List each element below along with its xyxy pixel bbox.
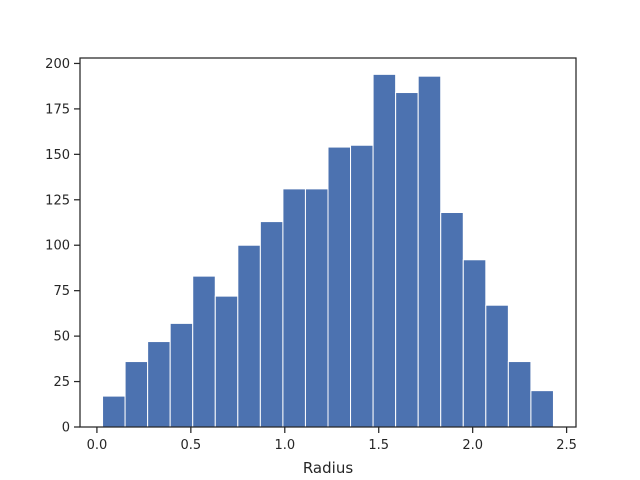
histogram-bar xyxy=(462,259,487,428)
histogram-bar xyxy=(372,73,397,428)
histogram-bar xyxy=(304,188,329,428)
y-tick-label: 25 xyxy=(53,375,70,390)
y-tick-label: 150 xyxy=(45,148,70,163)
histogram-bar xyxy=(102,395,126,428)
x-tick-label: 1.0 xyxy=(274,438,295,453)
histogram-bar xyxy=(507,361,532,428)
y-tick-label: 200 xyxy=(45,57,70,72)
histogram-bar xyxy=(350,144,374,428)
histogram-bar xyxy=(485,304,509,428)
histogram-bar xyxy=(327,146,352,428)
histogram-bar xyxy=(259,221,284,428)
y-tick-label: 0 xyxy=(62,421,70,436)
y-tick-label: 125 xyxy=(45,193,70,208)
histogram-bar xyxy=(124,361,149,428)
x-tick-label: 0.5 xyxy=(181,438,202,453)
x-tick-label: 2.0 xyxy=(462,438,483,453)
y-tick-label: 50 xyxy=(53,330,70,345)
histogram-bar xyxy=(440,212,464,428)
x-tick-label: 1.5 xyxy=(368,438,389,453)
y-tick-label: 175 xyxy=(45,102,70,117)
y-tick-label: 75 xyxy=(53,284,70,299)
x-axis-label: Radius xyxy=(303,459,353,477)
x-axis-ticks: 0.0 0.5 1.0 1.5 2.0 2.5 xyxy=(87,427,577,453)
histogram-bar xyxy=(530,390,554,428)
plot-frame xyxy=(79,57,577,428)
histogram-bar xyxy=(169,322,194,428)
histogram-bar xyxy=(147,341,171,428)
histogram-bar xyxy=(282,188,306,428)
y-axis-ticks: 0 25 50 75 100 125 150 175 200 xyxy=(45,57,80,436)
histogram-bar xyxy=(192,275,216,428)
histogram-bar xyxy=(214,295,239,428)
histogram-bar xyxy=(237,244,261,428)
y-tick-label: 100 xyxy=(45,239,70,254)
x-tick-label: 2.5 xyxy=(556,438,577,453)
histogram-bar xyxy=(417,75,442,428)
bars-group xyxy=(102,73,554,428)
x-tick-label: 0.0 xyxy=(87,438,108,453)
histogram-bar xyxy=(395,92,419,428)
